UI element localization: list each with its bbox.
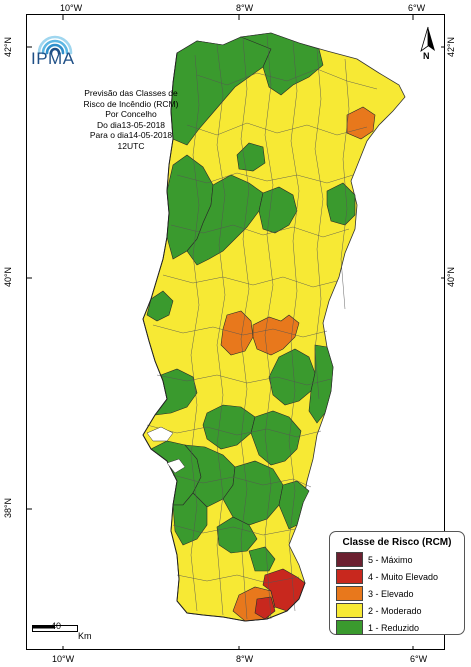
- legend-label-reduzido: 1 - Reduzido: [368, 622, 420, 633]
- legend-swatch-elevado: [336, 586, 363, 601]
- legend-label-maximo: 5 - Máximo: [368, 554, 413, 565]
- longitude-tick-top-8w: 8°W: [236, 3, 254, 13]
- scale-value: 40: [51, 621, 62, 631]
- longitude-tick-bottom-6w: 6°W: [410, 654, 428, 664]
- legend-item-elevado: 3 - Elevado: [336, 585, 458, 602]
- estuary-sado: [166, 458, 186, 474]
- latitude-tick-left-42n: 42°N: [3, 36, 14, 58]
- longitude-tick-bottom-8w: 8°W: [236, 654, 254, 664]
- latitude-tick-left-38n: 38°N: [3, 497, 14, 519]
- scale-bar: [32, 625, 78, 632]
- info-line-title-2: Risco de Incêndio (RCM): [83, 98, 179, 109]
- info-line-scope: Por Concelho: [105, 109, 157, 119]
- scale-unit: Km: [78, 631, 92, 641]
- latitude-tick-right-40n: 40°N: [446, 266, 457, 288]
- info-line-to-date: Para o dia14-05-2018: [89, 130, 173, 140]
- ipma-logo: [37, 35, 73, 55]
- longitude-tick-top-6w: 6°W: [408, 3, 426, 13]
- legend: Classe de Risco (RCM) 5 - Máximo 4 - Mui…: [329, 531, 465, 635]
- legend-title: Classe de Risco (RCM): [342, 537, 452, 548]
- legend-item-moderado: 2 - Moderado: [336, 602, 458, 619]
- forecast-info: Previsão das Classes de Risco de Incêndi…: [61, 88, 201, 151]
- latitude-tick-right-42n: 42°N: [446, 36, 457, 58]
- legend-swatch-muito-elevado: [336, 569, 363, 584]
- longitude-tick-bottom-10w: 10°W: [52, 654, 75, 664]
- north-label: N: [423, 51, 430, 61]
- north-arrow-icon: [420, 26, 435, 52]
- class-3-elevado-regions: [220, 106, 376, 622]
- logo-text: IPMA: [31, 49, 75, 68]
- municipality-boundaries: [146, 34, 378, 620]
- graticule-ticks: [27, 15, 444, 649]
- longitude-tick-top-10w: 10°W: [60, 3, 83, 13]
- latitude-tick-left-40n: 40°N: [3, 266, 14, 288]
- info-line-from-date: Do dia13-05-2018: [96, 119, 166, 130]
- portugal-fire-risk-map: [27, 15, 444, 649]
- estuary-tagus: [146, 426, 174, 442]
- legend-label-elevado: 3 - Elevado: [368, 588, 414, 599]
- legend-label-moderado: 2 - Moderado: [368, 605, 422, 616]
- legend-swatch-moderado: [336, 603, 363, 618]
- legend-label-muito-elevado: 4 - Muito Elevado: [368, 571, 439, 582]
- legend-item-muito-elevado: 4 - Muito Elevado: [336, 568, 458, 585]
- legend-item-reduzido: 1 - Reduzido: [336, 619, 458, 636]
- legend-swatch-maximo: [336, 552, 363, 567]
- info-line-title-1: Previsão das Classes de: [84, 88, 178, 98]
- map-frame: IPMA Previsão das Classes de Risco de In…: [26, 14, 445, 650]
- coastline: [142, 52, 306, 622]
- info-line-time: 12UTC: [117, 140, 145, 151]
- legend-item-maximo: 5 - Máximo: [336, 551, 458, 568]
- legend-swatch-reduzido: [336, 620, 363, 635]
